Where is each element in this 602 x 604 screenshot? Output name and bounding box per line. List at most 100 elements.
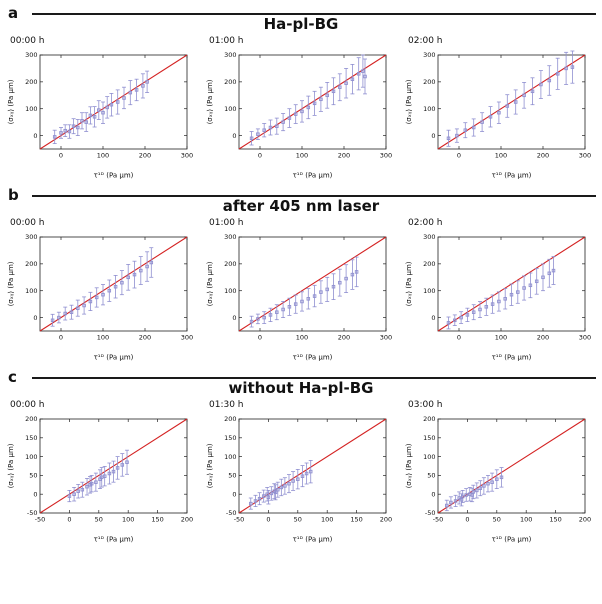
svg-text:⟨σₓᵧ⟩ (Pa μm): ⟨σₓᵧ⟩ (Pa μm): [206, 79, 214, 124]
svg-text:τ¹ᴰ (Pa μm): τ¹ᴰ (Pa μm): [492, 536, 532, 544]
svg-text:100: 100: [25, 287, 37, 295]
svg-text:200: 200: [423, 78, 435, 86]
chart-svg: -50 0 50 100 150 200 -50 0 50 100 150 200 τ¹ᴰ (Pa μm…: [7, 415, 193, 544]
svg-text:0: 0: [232, 132, 236, 140]
svg-text:150: 150: [549, 516, 561, 524]
plot-time-label: 03:00 h: [408, 400, 443, 410]
svg-text:300: 300: [423, 51, 435, 59]
svg-text:0: 0: [59, 152, 63, 160]
chart-svg: 0 100 200 300 0 100 200 300 τ¹ᴰ (Pa μm) ⟨σₓᵧ⟩ (Pa…: [7, 51, 193, 179]
section-c: c without Ha-pl-BG 00:00 h -50 0 50 100 150 20…: [2, 368, 600, 548]
section-divider: [32, 13, 596, 15]
subplot: 01:00 h 0 100 200 300 0 100 200 300 τ¹ᴰ (Pa μm) ⟨σ…: [203, 216, 399, 366]
svg-text:100: 100: [520, 516, 532, 524]
subplot: 00:00 h 0 100 200 300 0 100 200 300 τ¹ᴰ (Pa μm) ⟨σ…: [4, 216, 200, 366]
subplot: 02:00 h 0 100 200 300 0 100 200 300 τ¹ᴰ (Pa μm) ⟨σ…: [402, 34, 598, 184]
svg-text:300: 300: [25, 51, 37, 59]
svg-text:100: 100: [423, 453, 435, 461]
svg-text:50: 50: [228, 472, 236, 480]
svg-text:300: 300: [181, 152, 193, 160]
svg-text:100: 100: [321, 516, 333, 524]
subplot: 01:30 h -50 0 50 100 150 200 -50 0 50 100 150 200 τ¹ᴰ…: [203, 398, 399, 548]
svg-text:100: 100: [97, 334, 109, 342]
svg-text:τ¹ᴰ (Pa μm): τ¹ᴰ (Pa μm): [293, 536, 333, 544]
plot-time-label: 00:00 h: [10, 400, 45, 410]
chart-svg: -50 0 50 100 150 200 -50 0 50 100 150 200 τ¹ᴰ (Pa μm…: [405, 415, 591, 544]
chart-svg: 0 100 200 300 0 100 200 300 τ¹ᴰ (Pa μm) ⟨σₓᵧ⟩ (Pa…: [206, 233, 392, 362]
section-letter: c: [8, 368, 17, 386]
subplot: 03:00 h -50 0 50 100 150 200 -50 0 50 100 150 200 τ¹ᴰ…: [402, 398, 598, 548]
svg-text:0: 0: [431, 314, 435, 322]
svg-text:50: 50: [29, 472, 37, 480]
svg-text:50: 50: [493, 516, 501, 524]
svg-text:150: 150: [350, 516, 362, 524]
svg-text:100: 100: [224, 105, 236, 113]
plot-time-label: 00:00 h: [10, 36, 45, 46]
svg-text:200: 200: [338, 334, 350, 342]
svg-text:200: 200: [537, 152, 549, 160]
svg-text:τ¹ᴰ (Pa μm): τ¹ᴰ (Pa μm): [492, 172, 532, 180]
section-title: after 405 nm laser: [222, 197, 380, 215]
svg-text:100: 100: [224, 287, 236, 295]
svg-text:200: 200: [423, 260, 435, 268]
svg-text:300: 300: [423, 233, 435, 241]
section-c-plots: 00:00 h -50 0 50 100 150 200 -50 0 50 100 150 200 τ¹ᴰ…: [2, 398, 600, 548]
plot-time-label: 01:00 h: [209, 218, 244, 228]
svg-text:50: 50: [427, 472, 435, 480]
svg-text:-50: -50: [433, 516, 444, 524]
svg-text:τ¹ᴰ (Pa μm): τ¹ᴰ (Pa μm): [293, 172, 333, 180]
svg-text:τ¹ᴰ (Pa μm): τ¹ᴰ (Pa μm): [492, 354, 532, 362]
svg-text:50: 50: [95, 516, 103, 524]
svg-text:100: 100: [25, 453, 37, 461]
svg-text:300: 300: [380, 152, 392, 160]
svg-text:0: 0: [59, 334, 63, 342]
subplot: 00:00 h -50 0 50 100 150 200 -50 0 50 100 150 200 τ¹ᴰ…: [4, 398, 200, 548]
svg-text:300: 300: [181, 334, 193, 342]
plot-time-label: 02:00 h: [408, 218, 443, 228]
svg-text:0: 0: [33, 132, 37, 140]
svg-text:200: 200: [380, 516, 392, 524]
svg-text:100: 100: [296, 152, 308, 160]
svg-text:200: 200: [25, 415, 37, 423]
chart-svg: 0 100 200 300 0 100 200 300 τ¹ᴰ (Pa μm) ⟨σₓᵧ⟩ (Pa…: [206, 51, 392, 180]
subplot: 02:00 h 0 100 200 300 0 100 200 300 τ¹ᴰ (Pa μm) ⟨σ…: [402, 216, 598, 366]
svg-text:200: 200: [579, 516, 591, 524]
svg-text:⟨σₓᵧ⟩ (Pa μm): ⟨σₓᵧ⟩ (Pa μm): [405, 79, 413, 124]
svg-text:-50: -50: [27, 509, 38, 517]
svg-text:300: 300: [224, 51, 236, 59]
section-title: Ha-pl-BG: [263, 15, 339, 33]
svg-text:150: 150: [224, 434, 236, 442]
chart-svg: -50 0 50 100 150 200 -50 0 50 100 150 200 τ¹ᴰ (Pa μm…: [206, 415, 392, 544]
svg-text:0: 0: [258, 334, 262, 342]
svg-text:0: 0: [232, 314, 236, 322]
svg-text:100: 100: [25, 105, 37, 113]
subplot: 00:00 h 0 100 200 300 0 100 200 300 τ¹ᴰ (Pa μm) ⟨σ…: [4, 34, 200, 184]
section-a: a Ha-pl-BG 00:00 h 0 100 200 300 0 100 200 300 τ¹…: [2, 4, 600, 184]
svg-text:⟨σₓᵧ⟩ (Pa μm): ⟨σₓᵧ⟩ (Pa μm): [206, 443, 214, 488]
svg-text:200: 200: [181, 516, 193, 524]
svg-text:⟨σₓᵧ⟩ (Pa μm): ⟨σₓᵧ⟩ (Pa μm): [405, 443, 413, 488]
svg-text:0: 0: [33, 490, 37, 498]
svg-text:100: 100: [122, 516, 134, 524]
svg-text:200: 200: [423, 415, 435, 423]
section-letter: a: [8, 4, 19, 22]
svg-text:0: 0: [457, 334, 461, 342]
subplot: 01:00 h 0 100 200 300 0 100 200 300 τ¹ᴰ (Pa μm) ⟨σ…: [203, 34, 399, 184]
svg-text:-50: -50: [35, 516, 46, 524]
svg-text:0: 0: [431, 132, 435, 140]
svg-text:⟨σₓᵧ⟩ (Pa μm): ⟨σₓᵧ⟩ (Pa μm): [206, 261, 214, 306]
svg-text:0: 0: [33, 314, 37, 322]
svg-text:200: 200: [224, 415, 236, 423]
svg-text:300: 300: [380, 334, 392, 342]
svg-text:τ¹ᴰ (Pa μm): τ¹ᴰ (Pa μm): [94, 354, 134, 362]
svg-text:0: 0: [431, 490, 435, 498]
svg-text:100: 100: [423, 287, 435, 295]
chart-svg: 0 100 200 300 0 100 200 300 τ¹ᴰ (Pa μm) ⟨σₓᵧ⟩ (Pa…: [7, 233, 193, 362]
section-b-header: b after 405 nm laser: [2, 186, 600, 216]
svg-text:0: 0: [258, 152, 262, 160]
section-divider: [32, 377, 596, 379]
svg-text:τ¹ᴰ (Pa μm): τ¹ᴰ (Pa μm): [94, 536, 134, 544]
svg-text:100: 100: [296, 334, 308, 342]
chart-svg: 0 100 200 300 0 100 200 300 τ¹ᴰ (Pa μm) ⟨σₓᵧ⟩ (Pa…: [405, 50, 591, 180]
svg-text:τ¹ᴰ (Pa μm): τ¹ᴰ (Pa μm): [293, 354, 333, 362]
